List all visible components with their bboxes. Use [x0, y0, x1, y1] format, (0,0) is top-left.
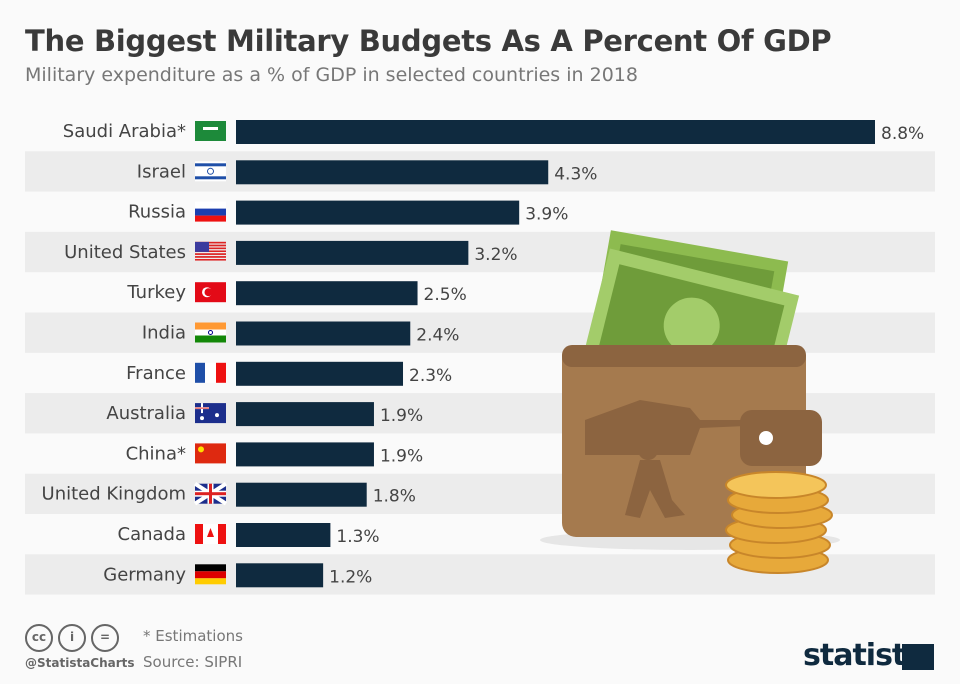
bar-row: India 2.4% [142, 321, 459, 346]
value-label: 1.9% [380, 406, 423, 426]
value-label: 3.2% [474, 245, 517, 265]
category-label: France [126, 363, 186, 384]
bar-row: Australia 1.9% [106, 402, 423, 427]
category-label: United Kingdom [42, 484, 186, 505]
category-label: China* [126, 443, 186, 464]
bar-row: China* 1.9% [126, 442, 423, 467]
china-flag [195, 443, 226, 464]
category-label: Saudi Arabia* [63, 121, 186, 142]
statista-logo-mark [902, 644, 934, 670]
bar-row: Turkey 2.5% [126, 281, 467, 306]
cc-icon: cc [25, 624, 53, 652]
category-label: Russia [128, 202, 186, 223]
bar [236, 361, 404, 386]
bar [236, 240, 469, 265]
australia-flag [195, 403, 226, 424]
category-label: United States [64, 242, 186, 263]
footnote: * Estimations [143, 627, 243, 645]
bar-row: Israel 4.3% [137, 160, 597, 185]
bar-row: United Kingdom 1.8% [42, 482, 416, 507]
bar [236, 281, 418, 306]
bar [236, 523, 331, 547]
turkey-flag [195, 282, 226, 303]
bar [236, 160, 549, 185]
chart-subtitle: Military expenditure as a % of GDP in se… [25, 64, 638, 86]
category-label: Germany [103, 564, 186, 585]
germany-flag [195, 564, 226, 585]
value-label: 1.9% [380, 446, 423, 466]
bar [236, 200, 520, 225]
france-flag [195, 362, 226, 383]
category-label: India [142, 323, 186, 344]
value-label: 1.2% [329, 567, 372, 587]
value-label: 3.9% [525, 205, 568, 225]
bar-row: Germany 1.2% [103, 563, 372, 588]
value-label: 1.3% [336, 527, 379, 547]
saudi-arabia-flag [195, 121, 226, 141]
russia-flag [195, 201, 226, 222]
bar [236, 563, 324, 588]
uk-flag [193, 482, 228, 506]
source: Source: SIPRI [143, 653, 243, 671]
india-flag [195, 322, 226, 343]
category-label: Canada [118, 524, 187, 545]
bar-row: United States 3.2% [64, 240, 518, 265]
value-label: 4.3% [554, 164, 597, 184]
bar-row: Russia 3.9% [128, 200, 568, 225]
bar-row: Saudi Arabia* 8.8% [63, 120, 924, 144]
value-label: 1.8% [373, 487, 416, 507]
category-label: Israel [137, 161, 186, 182]
category-label: Turkey [126, 282, 186, 303]
value-label: 8.8% [881, 124, 924, 144]
bar [236, 402, 374, 427]
twitter-handle[interactable]: @StatistaCharts [25, 656, 135, 670]
value-label: 2.4% [416, 326, 459, 346]
category-label: Australia [106, 403, 186, 424]
bar [236, 120, 875, 144]
israel-flag [195, 161, 226, 182]
chart-title: The Biggest Military Budgets As A Percen… [25, 24, 832, 58]
usa-flag [195, 241, 226, 261]
value-label: 2.3% [409, 366, 452, 386]
wallet-illustration [540, 230, 840, 574]
bar [236, 442, 374, 467]
attribution-icon: i [58, 624, 86, 652]
no-derivatives-icon: = [91, 624, 119, 652]
bar-row: France 2.3% [126, 361, 452, 386]
canada-flag [195, 524, 226, 544]
bar-row: Canada 1.3% [118, 523, 380, 547]
bar [236, 482, 367, 507]
bar [236, 321, 411, 346]
value-label: 2.5% [424, 285, 467, 305]
